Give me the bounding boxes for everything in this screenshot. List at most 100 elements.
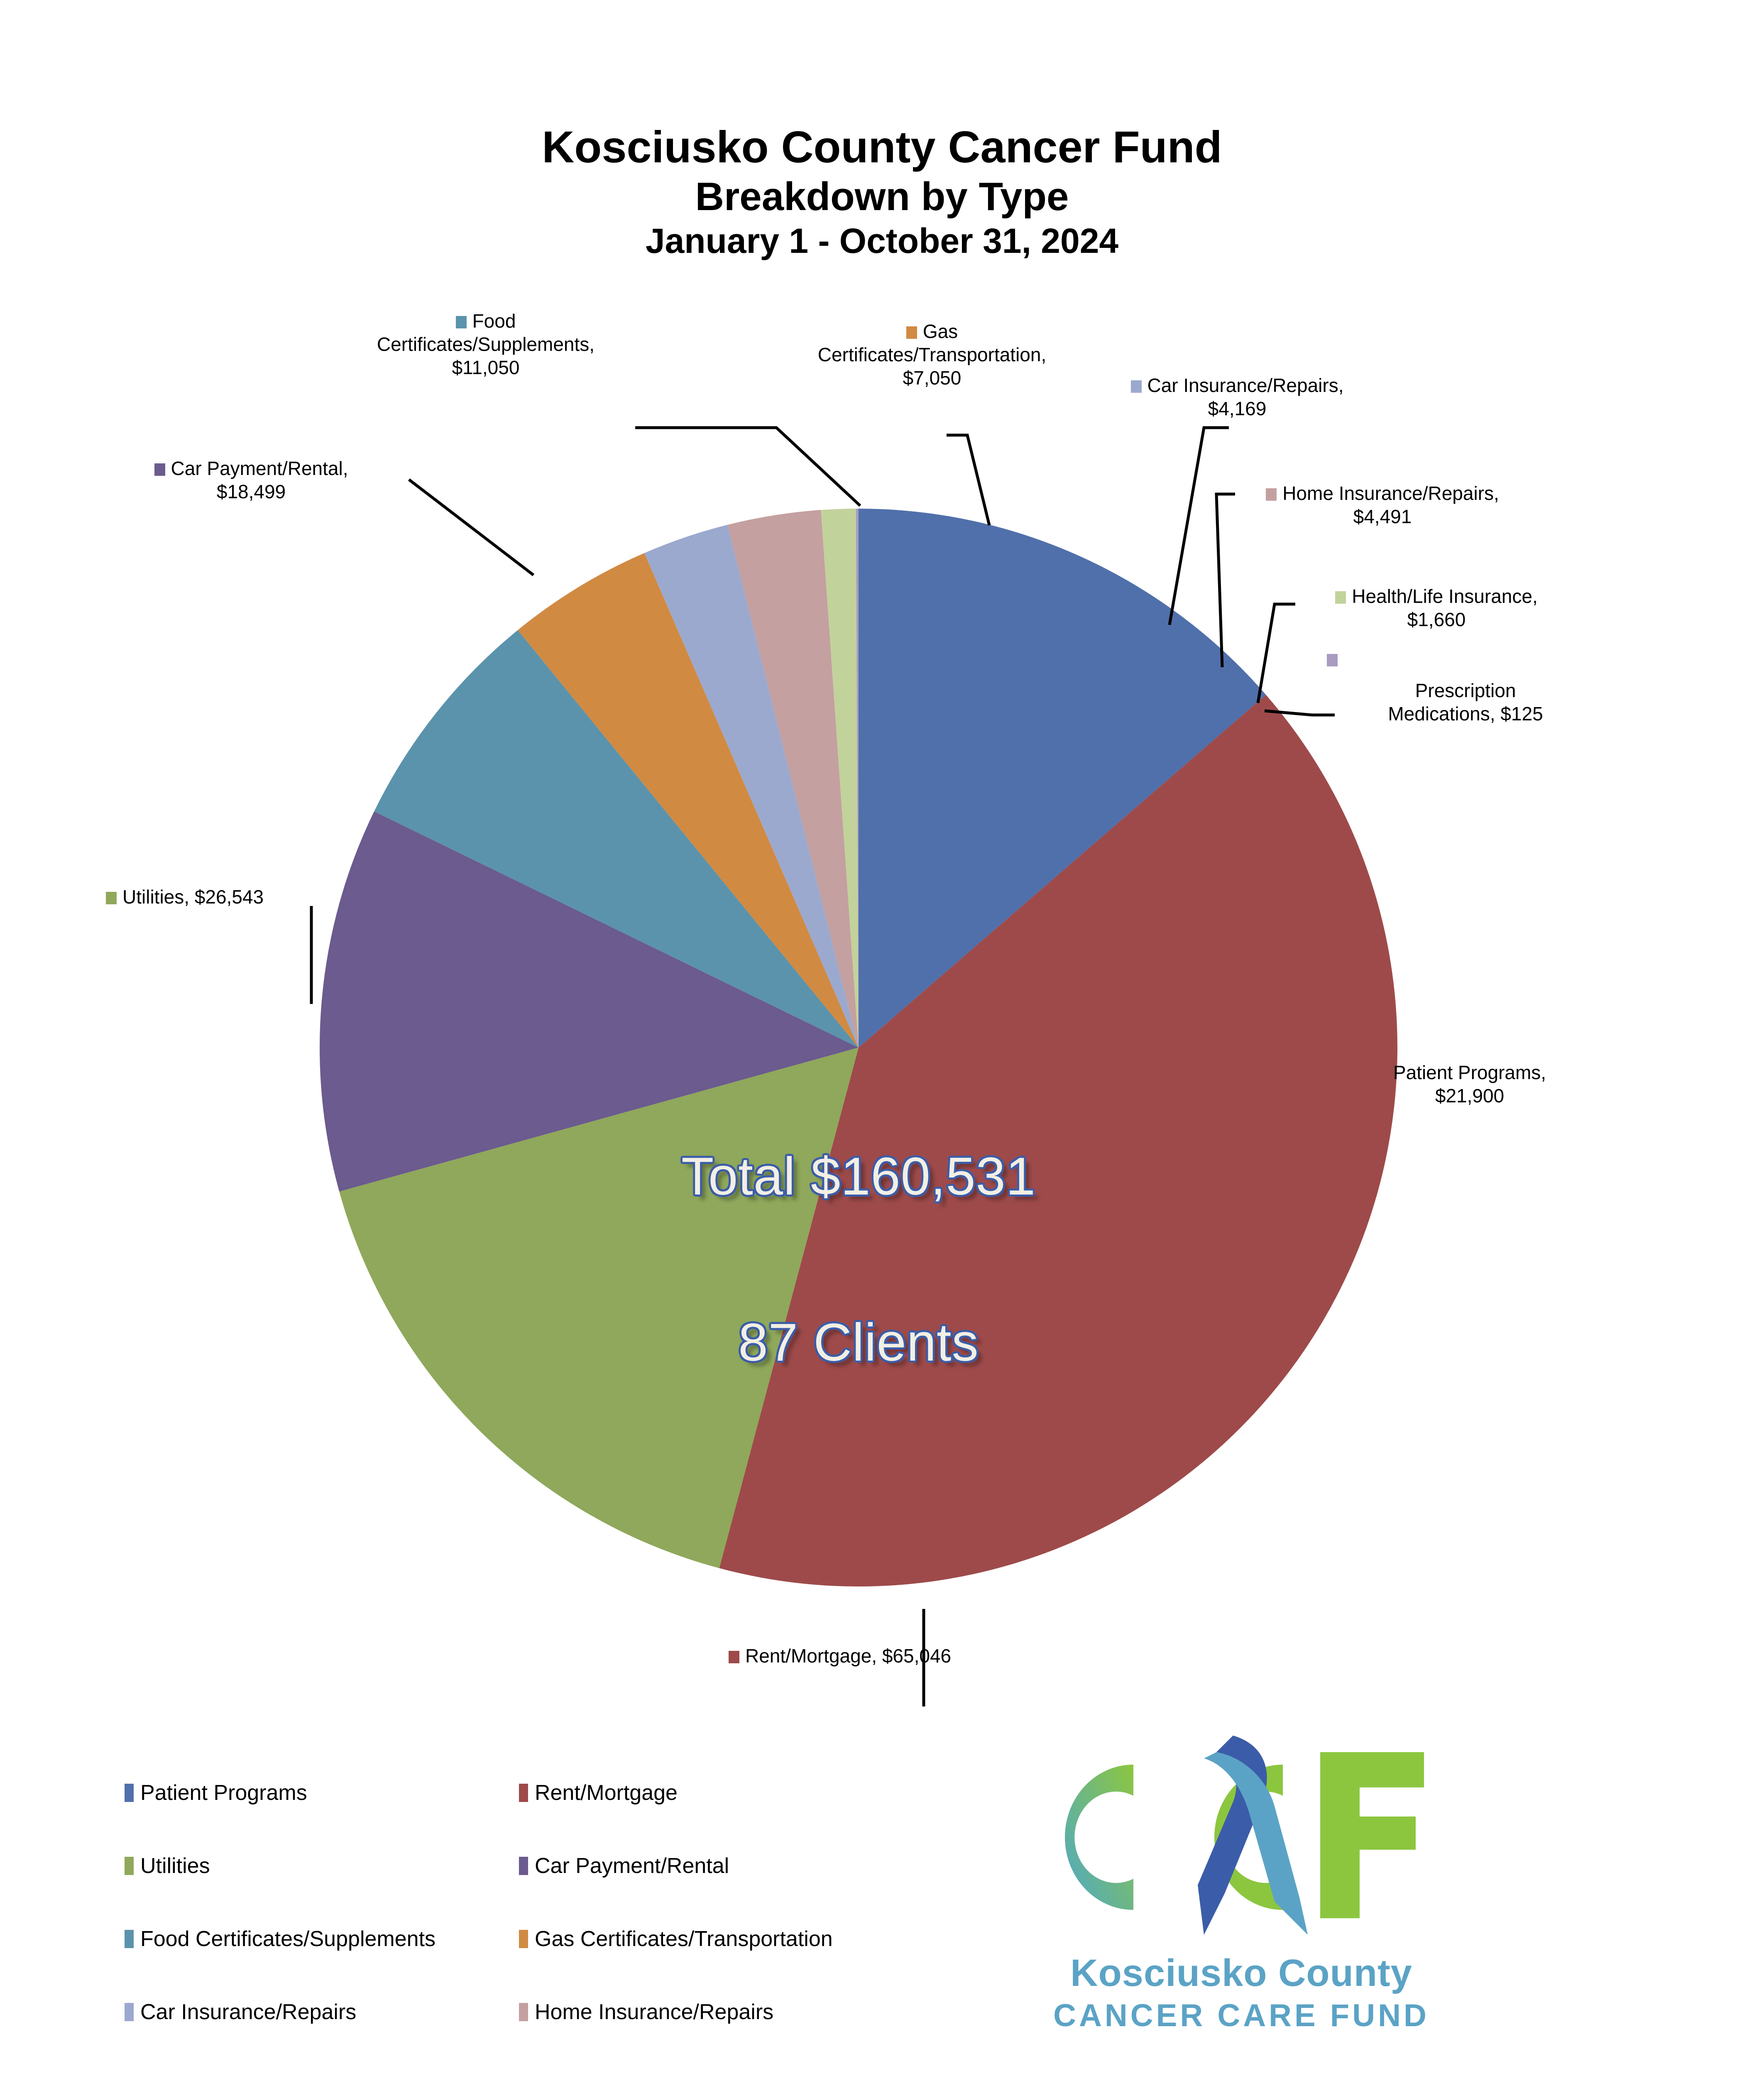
callout-food-certificates-l1: Food [328, 309, 643, 333]
legend-item-patient-programs[interactable]: Patient Programs [125, 1780, 519, 1805]
clients-count-overlay: 87 Clients [738, 1313, 979, 1372]
legend-swatch-icon [519, 1784, 528, 1802]
callout-car-payment-rental-l1: Car Payment/Rental, [106, 457, 396, 480]
legend-item-label: Home Insurance/Repairs [535, 2000, 774, 2024]
pie-slice-rent-mortgage[interactable] [719, 695, 1398, 1586]
callout-food-certificates-l3: $11,050 [452, 357, 520, 379]
title-line-2: Breakdown by Type [695, 174, 1069, 219]
legend-row: Food Certificates/Supplements Gas Certifi… [125, 1902, 913, 1976]
legend-item-label: Patient Programs [140, 1781, 307, 1805]
callout-food-certificates-l2: Certificates/Supplements, [377, 333, 595, 355]
callout-patient-programs: Patient Programs, $21,900 [1324, 1061, 1615, 1107]
leader-car-payment-rental-line [408, 478, 535, 576]
legend-item-gas-certificates-transportation[interactable]: Gas Certificates/Transportation [519, 1927, 913, 1951]
callout-prescription-medications: Prescription Medications, $125 [1312, 679, 1619, 725]
legend-item-label: Utilities [140, 1854, 210, 1878]
logo-wordmark-line2: CANCER CARE FUND [1053, 1998, 1429, 2033]
callout-gas-certificates-l2: Certificates/Transportation, [817, 344, 1047, 366]
legend-item-label: Rent/Mortgage [535, 1781, 678, 1805]
callout-patient-programs-l1: Patient Programs, [1393, 1062, 1546, 1083]
legend-row: Utilities Car Payment/Rental [125, 1829, 913, 1902]
callout-home-insurance-l1: Home Insurance/Repairs, [1216, 482, 1549, 505]
legend-row: Car Insurance/Repairs Home Insurance/Repa… [125, 1976, 913, 2049]
pie-slice-group [320, 509, 1398, 1586]
legend-item-label: Food Certificates/Supplements [140, 1927, 436, 1951]
callout-utilities-l1: Utilities, $26,543 [106, 885, 396, 908]
callout-car-payment-rental-l2: $18,499 [216, 481, 286, 503]
legend-item-home-insurance-repairs[interactable]: Home Insurance/Repairs [519, 2000, 913, 2025]
legend-row: Health/Life Insurance Prescription Medica… [125, 2049, 913, 2076]
home-insurance-swatch-icon [1266, 488, 1277, 501]
callout-home-insurance: Home Insurance/Repairs, $4,491 [1216, 482, 1549, 528]
legend-swatch-icon [125, 2003, 134, 2021]
legend-item-rent-mortgage[interactable]: Rent/Mortgage [519, 1780, 913, 1805]
health-life-insurance-swatch-icon [1335, 591, 1346, 604]
callout-utilities: Utilities, $26,543 [106, 885, 396, 908]
leader-line-group [310, 426, 1335, 1706]
leader-gas-certificates [947, 433, 991, 526]
logo-letter-c1 [1065, 1765, 1133, 1910]
legend-item-car-insurance-repairs[interactable]: Car Insurance/Repairs [125, 2000, 519, 2025]
legend-swatch-icon [519, 1930, 528, 1948]
logo-wordmark: Kosciusko County CANCER CARE FUND [1009, 1951, 1474, 2034]
callout-health-life-insurance-l2: $1,660 [1407, 609, 1466, 631]
callout-car-payment-rental: Car Payment/Rental, $18,499 [106, 457, 396, 503]
pie-slice-health-life-insurance[interactable] [821, 509, 859, 1048]
pie-slice-food-certificates-supplements[interactable] [374, 630, 859, 1048]
food-certificates-swatch-icon [455, 316, 467, 328]
chart-legend: Patient Programs Rent/Mortgage Utilities Ca… [125, 1756, 913, 2076]
legend-item-food-certificates-supplements[interactable]: Food Certificates/Supplements [125, 1927, 519, 1951]
callout-home-insurance-l2: $4,491 [1353, 506, 1412, 528]
callout-health-life-insurance-l1: Health/Life Insurance, [1270, 585, 1603, 608]
leader-home-insurance [1215, 492, 1235, 668]
legend-swatch-icon [125, 1930, 134, 1948]
callout-rent-mortgage: Rent/Mortgage, $65,046 [729, 1644, 1102, 1667]
prescription-medications-swatch-icon [1327, 654, 1338, 666]
pie-slice-car-payment-rental[interactable] [320, 811, 859, 1192]
legend-swatch-icon [125, 1784, 134, 1802]
legend-item-car-payment-rental[interactable]: Car Payment/Rental [519, 1853, 913, 1878]
pie-slice-home-insurance-repairs[interactable] [727, 510, 859, 1048]
callout-gas-certificates-l1: Gas [766, 320, 1098, 343]
legend-swatch-icon [125, 1857, 134, 1875]
title-line-3: January 1 - October 31, 2024 [645, 221, 1119, 260]
legend-item-utilities[interactable]: Utilities [125, 1853, 519, 1878]
page-title: Kosciusko County Cancer Fund Breakdown b… [0, 120, 1764, 262]
legend-item-label: Health/Life Insurance [140, 2073, 344, 2076]
legend-item-label: Car Insurance/Repairs [140, 2000, 357, 2024]
pie-slice-car-insurance-repairs[interactable] [644, 524, 859, 1048]
pie-slice-utilities[interactable] [339, 1048, 859, 1568]
callout-car-insurance: Car Insurance/Repairs, $4,169 [1084, 374, 1391, 420]
callout-food-certificates: Food Certificates/Supplements, $11,050 [328, 309, 643, 379]
total-amount-overlay: Total $160,531 [681, 1147, 1036, 1206]
car-payment-rental-swatch-icon [154, 463, 165, 476]
callout-car-insurance-l2: $4,169 [1208, 398, 1267, 420]
leader-food-certificates [635, 426, 861, 507]
organization-logo: Kosciusko County CANCER CARE FUND [1009, 1719, 1474, 2047]
pie-slice-prescription-medications[interactable] [856, 509, 859, 1048]
ccf-monogram-icon [1065, 1736, 1424, 1935]
legend-item-health-life-insurance[interactable]: Health/Life Insurance [125, 2073, 519, 2076]
pie-slice-gas-certificates-transportation[interactable] [518, 553, 859, 1048]
gas-certificates-swatch-icon [906, 326, 917, 339]
title-line-1: Kosciusko County Cancer Fund [542, 122, 1222, 172]
callout-car-insurance-l1: Car Insurance/Repairs, [1084, 374, 1391, 397]
logo-ribbon-light [1204, 1752, 1308, 1935]
leader-prescription-medications [1264, 709, 1335, 717]
callout-prescription-medications-l1: Prescription [1415, 680, 1516, 701]
logo-wordmark-line1: Kosciusko County [1070, 1952, 1412, 1994]
leader-health-life-insurance [1256, 602, 1295, 703]
rent-mortgage-swatch-icon [729, 1651, 739, 1663]
callout-health-life-insurance: Health/Life Insurance, $1,660 [1270, 585, 1603, 631]
legend-item-prescription-medications[interactable]: Prescription Medications [519, 2073, 913, 2076]
pie-slice-patient-programs[interactable] [859, 509, 1266, 1048]
legend-item-label: Car Payment/Rental [535, 1854, 729, 1878]
legend-row: Patient Programs Rent/Mortgage [125, 1756, 913, 1829]
utilities-swatch-icon [106, 892, 117, 904]
legend-item-label: Prescription Medications [535, 2073, 770, 2076]
logo-letter-f [1320, 1752, 1424, 1918]
callout-gas-certificates: Gas Certificates/Transportation, $7,050 [766, 320, 1098, 389]
legend-swatch-icon [519, 1857, 528, 1875]
car-insurance-swatch-icon [1130, 380, 1142, 393]
